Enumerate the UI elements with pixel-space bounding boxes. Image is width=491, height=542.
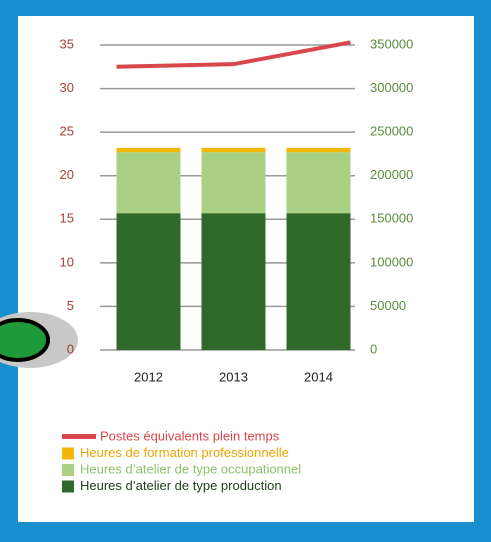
bar-segment <box>286 152 351 214</box>
bar-segment <box>201 213 266 350</box>
y-tick-label: 15 <box>60 211 74 226</box>
y-tick-label: 5 <box>67 298 74 313</box>
bar-segment <box>286 213 351 350</box>
y-tick-label: 10 <box>60 254 74 269</box>
x-tick-label: 2014 <box>304 369 333 384</box>
bar-segment <box>201 147 266 153</box>
y2-tick-label: 350000 <box>370 36 413 51</box>
bar-segment <box>116 152 181 214</box>
y-tick-label: 20 <box>60 167 74 182</box>
legend-label: Postes équivalents plein temps <box>100 428 280 443</box>
line <box>116 40 351 69</box>
legend-swatch <box>62 447 74 460</box>
legend-label: Heures d’atelier de type production <box>80 478 282 493</box>
decoration <box>0 318 50 362</box>
y2-tick-label: 100000 <box>370 254 413 269</box>
legend-swatch <box>62 480 74 493</box>
bar-segment <box>116 213 181 350</box>
y-tick-label: 0 <box>67 341 74 356</box>
y2-tick-label: 50000 <box>370 298 406 313</box>
legend-swatch <box>62 434 96 439</box>
legend-label: Heures de formation professionnelle <box>80 445 289 460</box>
bar-segment <box>286 147 351 153</box>
legend-label: Heures d’atelier de type occupationnel <box>80 461 301 476</box>
bar-segment <box>201 152 266 214</box>
y-tick-label: 35 <box>60 36 74 51</box>
y2-tick-label: 300000 <box>370 80 413 95</box>
legend-swatch <box>62 464 74 476</box>
y2-tick-label: 150000 <box>370 211 413 226</box>
x-tick-label: 2013 <box>219 369 248 384</box>
bar-segment <box>116 147 181 153</box>
x-tick-label: 2012 <box>134 369 163 384</box>
y-tick-label: 25 <box>60 124 74 139</box>
y2-tick-label: 250000 <box>370 124 413 139</box>
y2-tick-label: 200000 <box>370 167 413 182</box>
y2-tick-label: 0 <box>370 341 377 356</box>
y-tick-label: 30 <box>60 80 74 95</box>
